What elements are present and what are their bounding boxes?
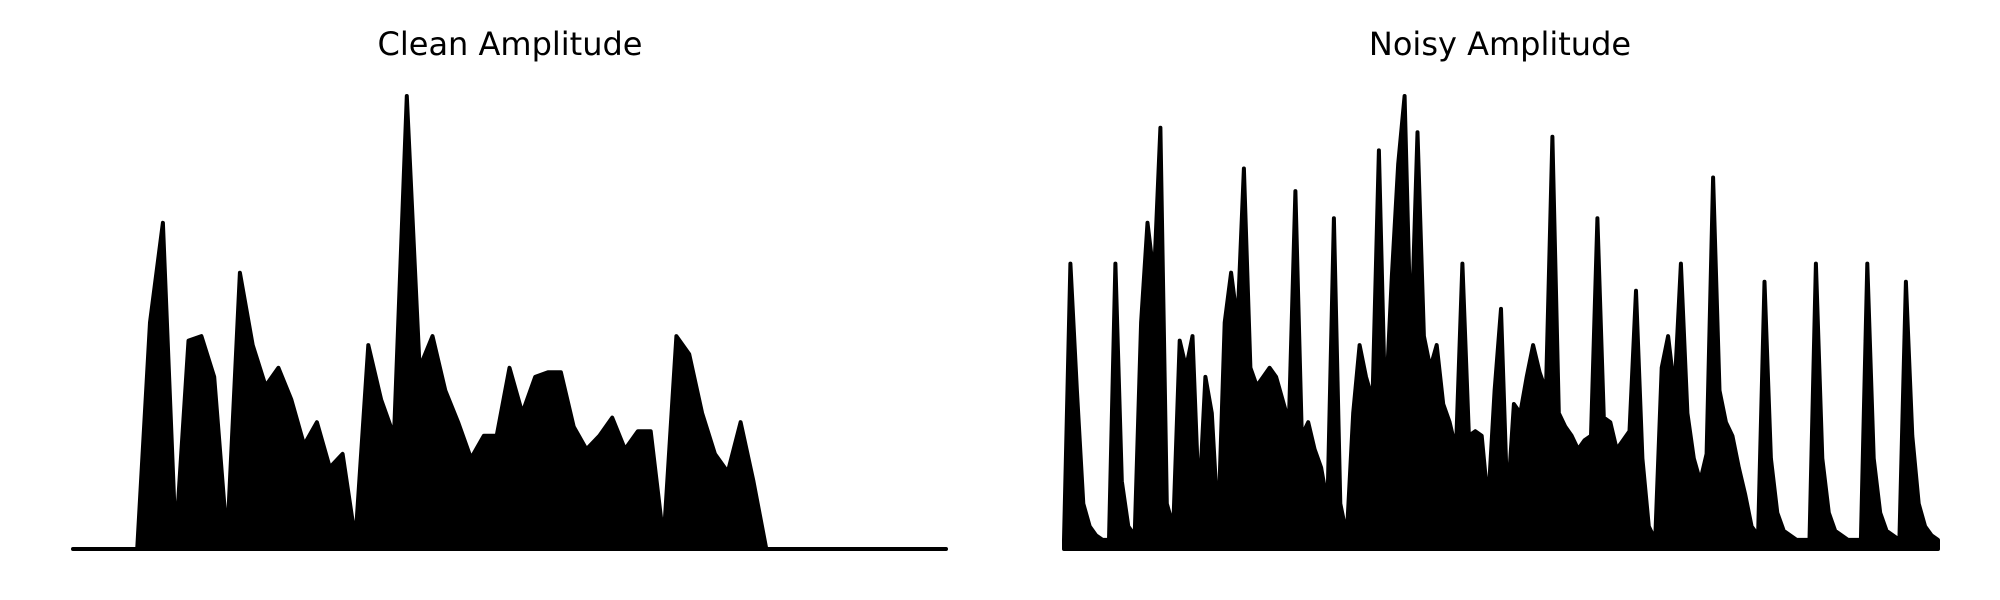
waveform: [71, 94, 948, 551]
chart-title: Clean Amplitude: [378, 25, 643, 63]
waveform: [1062, 94, 1940, 551]
chart-title: Noisy Amplitude: [1369, 25, 1631, 63]
